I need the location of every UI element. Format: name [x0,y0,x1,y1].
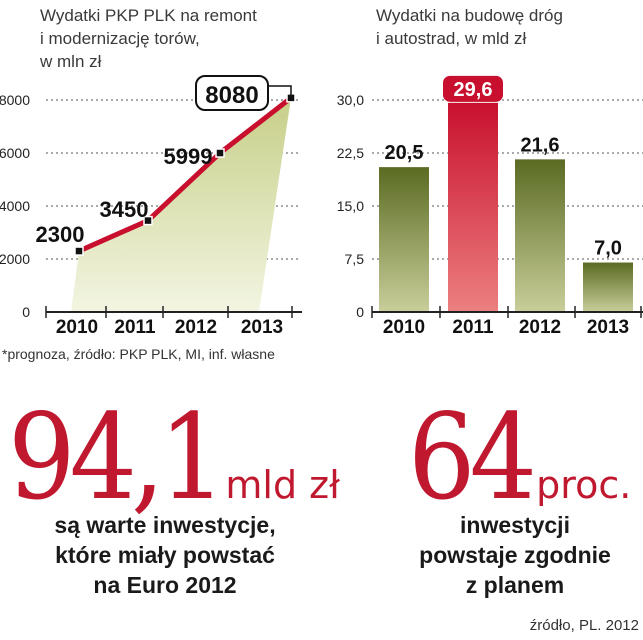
line-chart-value-label: 8080 [205,82,258,109]
stat-right-unit: proc. [536,463,632,507]
stat-left-line: są warte inwestycje, [54,512,276,538]
stat-right-value: 64 [408,388,537,526]
bar-chart-y-tick: 30,0 [337,92,364,108]
line-chart-x-label: 2011 [114,317,156,338]
bar-chart-bar [448,102,498,313]
stat-left-line: na Euro 2012 [93,572,237,598]
line-chart-value-label: 2300 [36,222,85,247]
bar-chart-value-label: 29,6 [454,79,493,101]
stat-right-description: inwestycji powstaje zgodnie z planem [400,510,630,600]
line-chart-x-label: 2010 [56,317,98,338]
charts-svg: 0 2000 4000 6000 8000 2010 2011 2012 2013 2300 345… [0,75,643,338]
bar-chart-bar [379,167,429,312]
stat-left-value: 94,1 [8,388,226,526]
bar-chart-title: Wydatki na budowę dróg i autostrad, w ml… [376,4,563,50]
line-chart-y-tick: 6000 [0,145,30,161]
line-chart-value-label: 5999 [164,144,213,169]
stat-left-line: które miały powstać [55,542,275,568]
line-chart-area [71,97,291,312]
line-chart-value-label: 3450 [100,197,149,222]
stat-right-number: 64 proc. [408,398,631,516]
line-chart-point [215,148,225,158]
bar-chart-x-label: 2010 [383,317,425,338]
bar-chart-title-line: Wydatki na budowę dróg [376,6,563,25]
line-chart-title-line: Wydatki PKP PLK na remont [40,6,257,25]
line-chart-title: Wydatki PKP PLK na remont i modernizację… [40,4,257,73]
bar-chart-y-tick: 22,5 [337,145,364,161]
line-chart-callout-leader [268,85,292,98]
bar-chart-value-label: 20,5 [385,142,424,164]
line-chart-y-tick: 2000 [0,251,30,267]
bar-chart-highlight-box [443,75,503,102]
line-chart-series [77,95,293,254]
stat-right-line: z planem [465,572,565,598]
footnote: *prognoza, źródło: PKP PLK, MI, inf. wła… [2,346,275,362]
bar-chart-title-line: i autostrad, w mld zł [376,29,527,48]
bar-chart-x-label: 2013 [587,317,629,338]
line-chart-y-tick: 8000 [0,92,30,108]
source-note: źródło, PL. 2012 [529,617,639,634]
line-chart-title-line: w mln zł [40,52,102,71]
line-chart-y-tick: 4000 [0,198,30,214]
line-chart-x-label: 2013 [241,317,283,338]
bar-chart-value-label: 21,6 [521,134,560,156]
line-chart-point [143,215,153,226]
stat-left-number: 94,1 mld zł [8,398,340,516]
line-chart-x-label: 2012 [175,317,217,338]
line-chart-y-tick: 0 [22,304,30,320]
stat-left-unit: mld zł [225,463,340,507]
charts-area: Wydatki PKP PLK na remont i modernizację… [0,4,643,338]
bar-chart-bar [515,159,565,312]
line-chart-callout-box [195,75,269,111]
line-chart-title-line: i modernizację torów, [40,29,200,48]
bar-chart-x-label: 2012 [519,317,561,338]
stat-right-line: powstaje zgodnie [419,542,611,568]
bar-chart-y-tick: 0 [356,304,364,320]
line-chart-point [74,246,84,256]
stat-right-line: inwestycji [460,512,570,538]
bar-chart-bar [583,262,633,312]
bar-chart-x-label: 2011 [452,317,494,338]
bar-chart-value-label: 7,0 [594,238,622,260]
bar-chart-y-tick: 15,0 [337,198,364,214]
stat-left-description: są warte inwestycje, które miały powstać… [30,510,300,600]
bar-chart-y-tick: 7,5 [345,251,365,267]
